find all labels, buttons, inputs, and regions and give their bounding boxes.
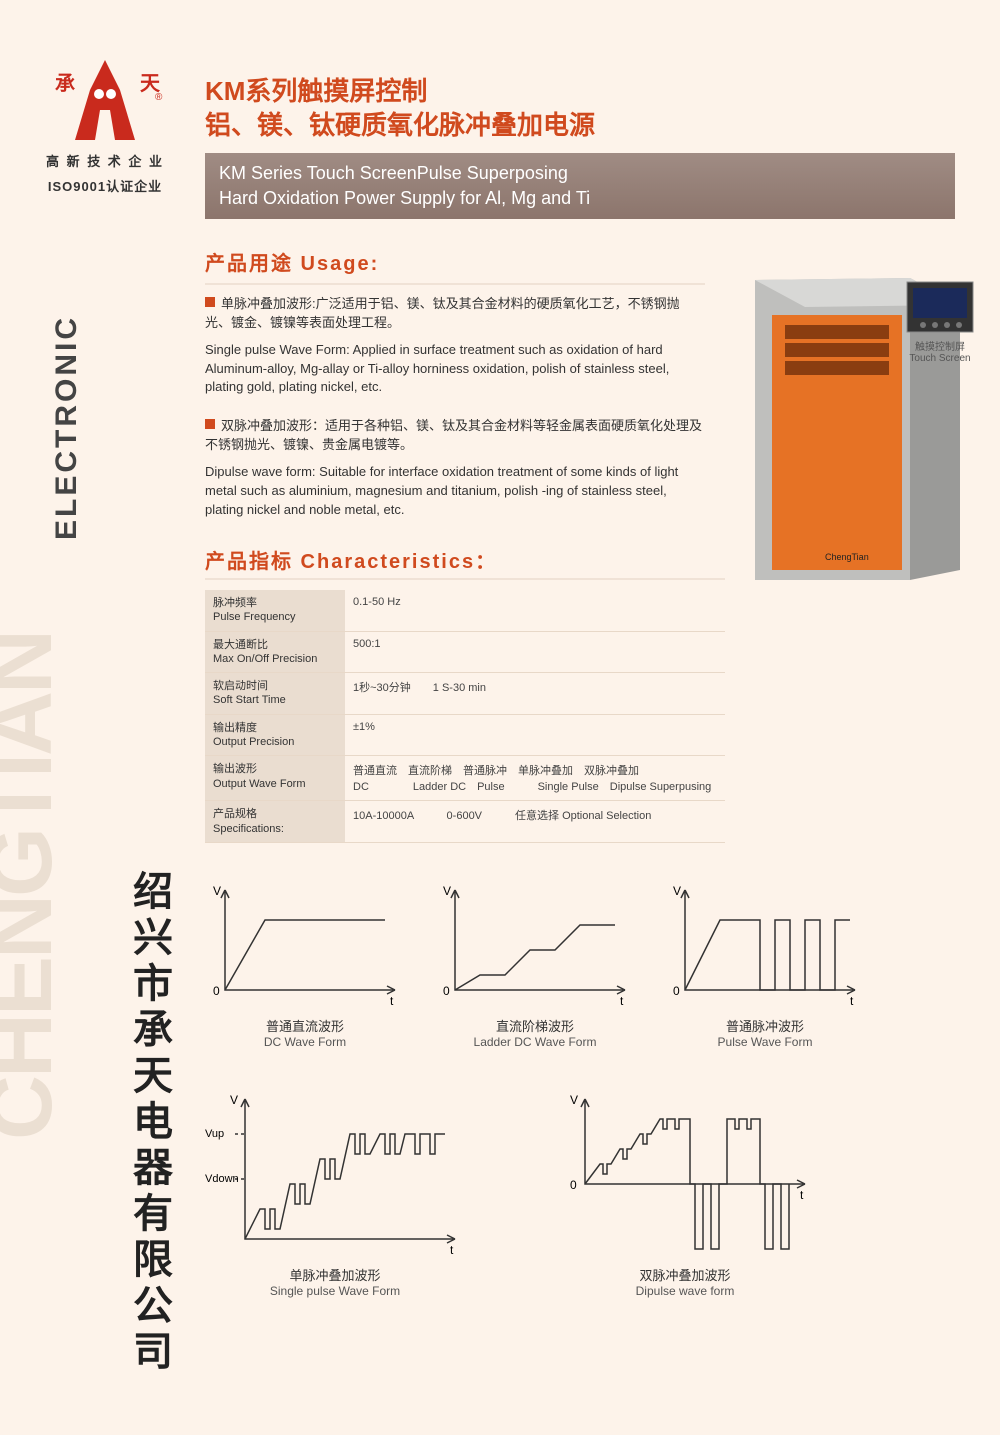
char-row: 产品规格Specifications:10A-10000A 0-600V 任意选… — [205, 801, 725, 843]
wf-dipulse: V 0 t 双脉冲叠加波形 Dipulse wave form — [555, 1089, 815, 1298]
usage-p1-cn: 单脉冲叠加波形:广泛适用于铝、镁、钛及其合金材料的硬质氧化工艺，不锈钢抛光、镀金… — [205, 296, 680, 330]
touchscreen-callout: 触摸控制屏 Touch Screen — [895, 280, 985, 364]
char-row: 脉冲频率Pulse Frequency0.1-50 Hz — [205, 590, 725, 631]
characteristics-block: 产品指标 Characteristics： 脉冲频率Pulse Frequenc… — [205, 545, 725, 843]
usage-p2-en: Dipulse wave form: Suitable for interfac… — [205, 463, 705, 520]
logo-caption-2: ISO9001认证企业 — [30, 176, 180, 195]
char-row: 最大通断比Max On/Off Precision500:1 — [205, 631, 725, 673]
ghost-brand-text: CHENGTIAN — [0, 632, 73, 1140]
bullet-icon — [205, 419, 215, 429]
usage-p2-cn: 双脉冲叠加波形：适用于各种铝、镁、钛及其合金材料等轻金属表面硬质氧化处理及不锈钢… — [205, 418, 702, 452]
char-row: 输出精度Output Precision±1% — [205, 714, 725, 756]
svg-text:Vup: Vup — [205, 1128, 224, 1140]
callout-cn: 触摸控制屏 — [895, 338, 985, 353]
svg-text:V: V — [570, 1093, 578, 1107]
subtitle-band: KM Series Touch ScreenPulse Superposing … — [205, 153, 955, 219]
char-row: 输出波形Output Wave Form普通直流 直流阶梯 普通脉冲 单脉冲叠加… — [205, 756, 725, 801]
svg-text:V: V — [673, 884, 681, 898]
svg-text:Vdown: Vdown — [205, 1173, 239, 1185]
vertical-cn: 绍兴市承天电器有限公司 — [120, 870, 178, 1376]
callout-en: Touch Screen — [895, 353, 985, 364]
usage-heading: 产品用途 Usage: — [205, 250, 705, 285]
bullet-icon — [205, 297, 215, 307]
svg-text:t: t — [390, 994, 394, 1008]
svg-text:0: 0 — [443, 984, 450, 998]
svg-text:承: 承 — [55, 72, 75, 95]
wf-dc: V 0 t 普通直流波形 DC Wave Form — [205, 880, 405, 1049]
sub-en-1: KM Series Touch ScreenPulse Superposing — [219, 161, 941, 186]
header-band: KM系列触摸屏控制 铝、镁、钛硬质氧化脉冲叠加电源 KM Series Touc… — [205, 75, 955, 219]
svg-text:V: V — [443, 884, 451, 898]
touchscreen-icon — [905, 280, 975, 335]
svg-text:t: t — [620, 994, 624, 1008]
wf-ladder: V 0 t 直流阶梯波形 Ladder DC Wave Form — [435, 880, 635, 1049]
char-table: 脉冲频率Pulse Frequency0.1-50 Hz最大通断比Max On/… — [205, 590, 725, 843]
sub-en-2: Hard Oxidation Power Supply for Al, Mg a… — [219, 186, 941, 211]
waveforms-block: V 0 t 普通直流波形 DC Wave Form V 0 t 直流阶梯波形 L… — [205, 880, 945, 1338]
svg-text:V: V — [213, 884, 221, 898]
char-row: 软启动时间Soft Start Time1秒~30分钟 1 S-30 min — [205, 673, 725, 715]
svg-text:t: t — [450, 1243, 454, 1257]
char-heading: 产品指标 Characteristics： — [205, 545, 725, 580]
title-cn-line2: 铝、镁、钛硬质氧化脉冲叠加电源 — [205, 109, 955, 143]
brand-logo-icon: 承 天 ® — [45, 60, 165, 140]
svg-text:0: 0 — [570, 1178, 577, 1192]
svg-text:®: ® — [155, 92, 163, 103]
logo-caption-1: 高 新 技 术 企 业 — [30, 151, 180, 170]
title-cn-line1: KM系列触摸屏控制 — [205, 75, 955, 109]
svg-text:0: 0 — [673, 984, 680, 998]
usage-p1-en: Single pulse Wave Form: Applied in surfa… — [205, 341, 705, 398]
svg-text:t: t — [850, 994, 854, 1008]
svg-text:0: 0 — [213, 984, 220, 998]
logo-block: 承 天 ® 高 新 技 术 企 业 ISO9001认证企业 — [30, 60, 180, 195]
svg-text:t: t — [800, 1188, 804, 1202]
wf-single-pulse: V Vup Vdown t 单脉冲叠加波形 Single pulse Wave … — [205, 1089, 465, 1298]
vertical-en: ELECTRONIC — [50, 315, 84, 540]
wf-pulse: V 0 t 普通脉冲波形 Pulse Wave Form — [665, 880, 865, 1049]
svg-text:V: V — [230, 1093, 238, 1107]
usage-block: 产品用途 Usage: 单脉冲叠加波形:广泛适用于铝、镁、钛及其合金材料的硬质氧… — [205, 250, 705, 527]
svg-text:ChengTian: ChengTian — [825, 552, 869, 562]
